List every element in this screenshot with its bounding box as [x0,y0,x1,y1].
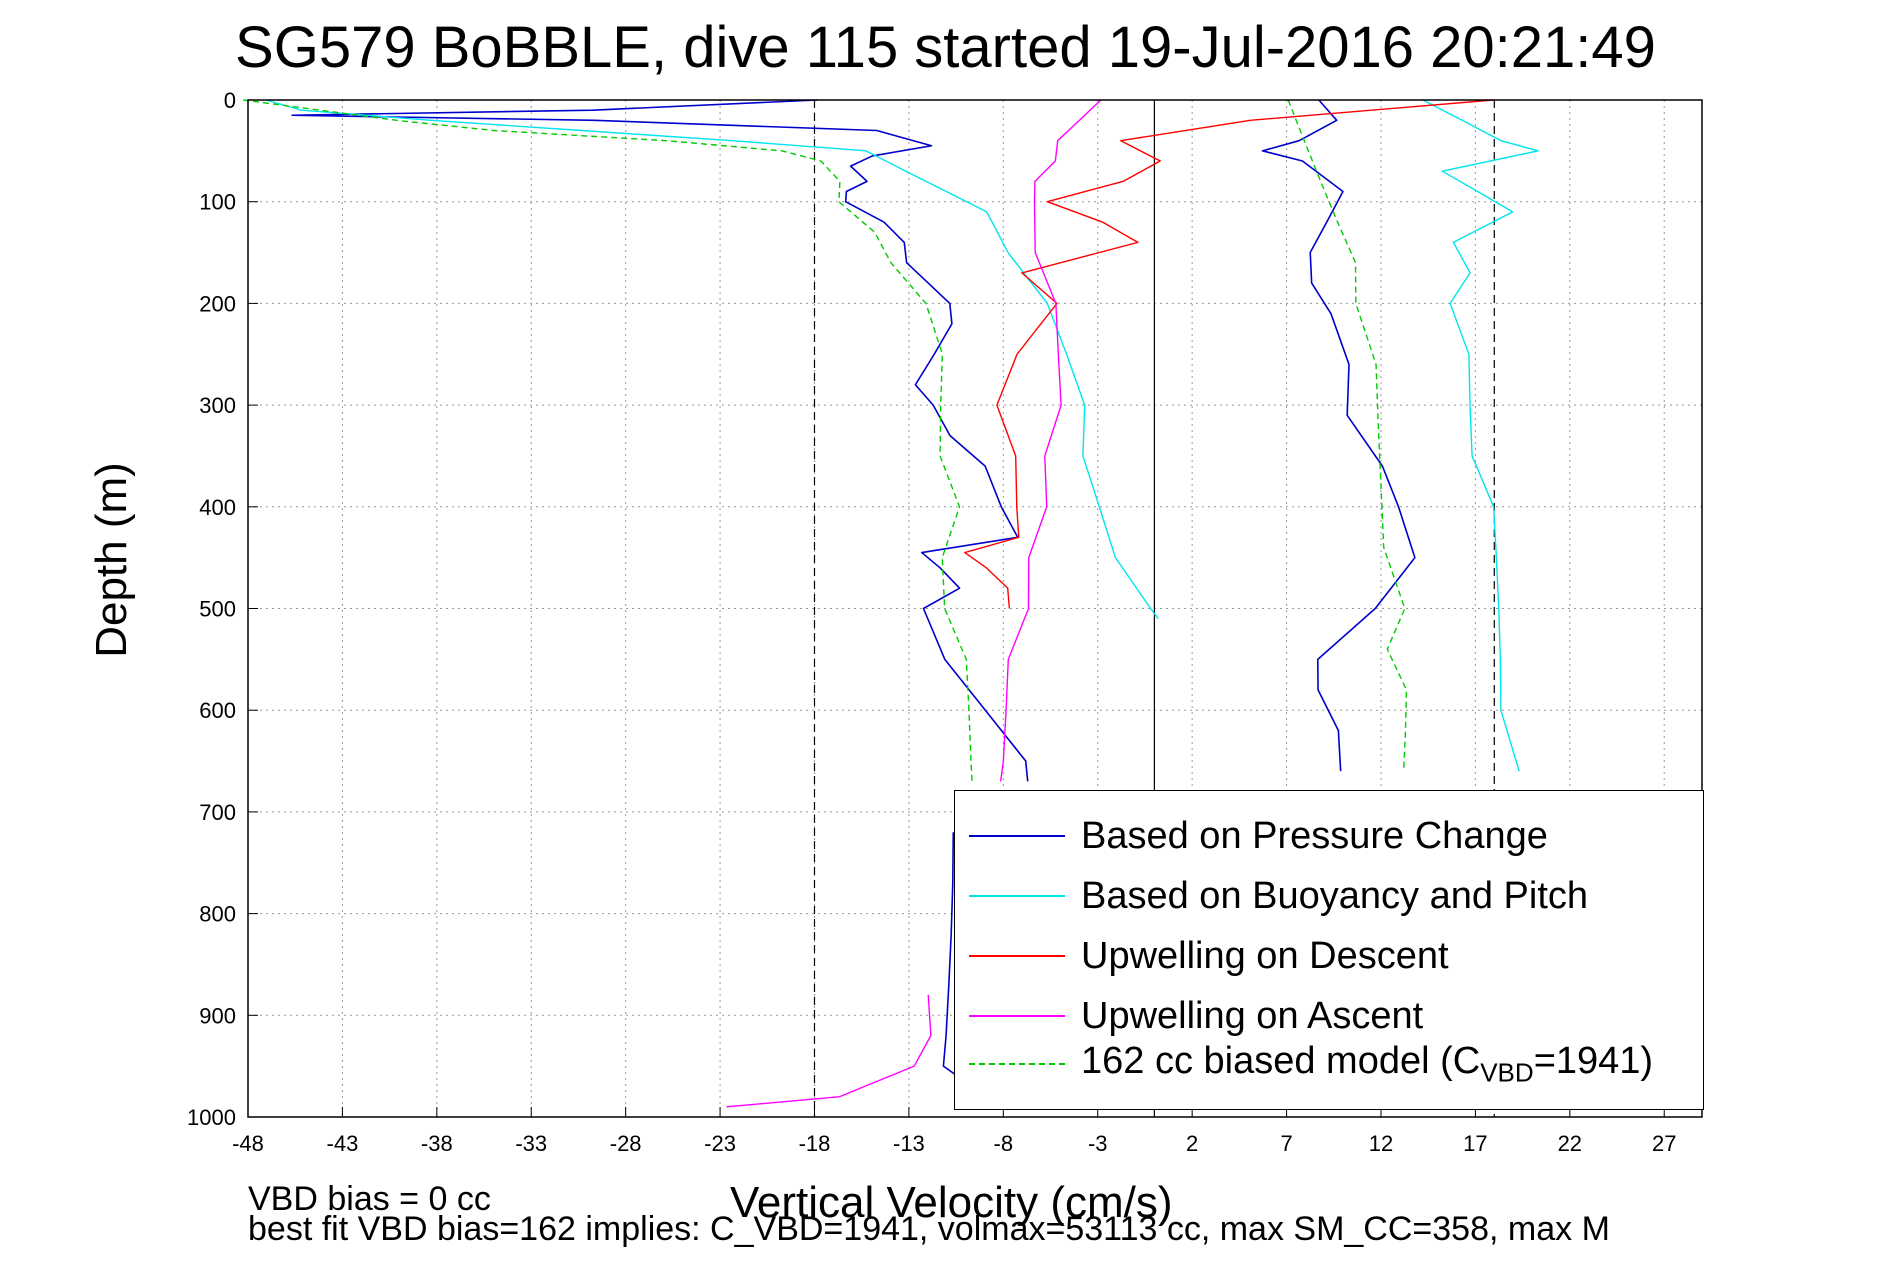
legend-label-descent: Upwelling on Descent [1081,934,1449,977]
series-line-based-on-pressure-change [291,99,1029,782]
legend-label-pressure: Based on Pressure Change [1081,814,1548,857]
legend-item-descent: Upwelling on Descent [969,931,1449,981]
legend-label-ascent: Upwelling on Ascent [1081,994,1424,1037]
y-tick-label: 400 [199,495,236,520]
y-axis-label: Depth (m) [87,462,136,658]
y-tick-label: 700 [199,800,236,825]
legend-swatch-buoyancy [969,895,1065,897]
chart-title: SG579 BoBBLE, dive 115 started 19-Jul-20… [235,15,1656,80]
y-tick-label: 600 [199,698,236,723]
legend-swatch-ascent [969,1015,1065,1017]
x-tick-label: 7 [1280,1131,1292,1156]
x-tick-label: 22 [1558,1131,1582,1156]
legend-label-model: 162 cc biased model (CVBD=1941) [1081,1039,1654,1088]
x-tick-label: -23 [704,1131,736,1156]
x-tick-label: -18 [799,1131,831,1156]
y-tick-label: 800 [199,902,236,927]
legend-label-buoyancy: Based on Buoyancy and Pitch [1081,874,1589,917]
x-tick-label: -33 [515,1131,547,1156]
legend-swatch-descent [969,955,1065,957]
legend-swatch-pressure [969,835,1065,837]
series-line-upwelling-on-ascent [999,99,1102,782]
series-line-upwelling-on-ascent [726,994,932,1108]
footer-best-fit: best fit VBD bias=162 implies: C_VBD=194… [248,1210,1610,1248]
series-line-162-cc-biased-model-cvbd-1941 [1287,99,1408,772]
series-line-upwelling-on-descent [964,99,1494,609]
footer-vbd-bias: VBD bias = 0 cc [248,1180,491,1218]
legend-item-ascent: Upwelling on Ascent [969,991,1423,1041]
y-tick-label: 500 [199,597,236,622]
x-tick-label: -28 [610,1131,642,1156]
series-line-based-on-pressure-change [1261,99,1416,772]
y-tick-label: 100 [199,190,236,215]
y-tick-label: 200 [199,291,236,316]
series-line-based-on-buoyancy-and-pitch [265,99,1159,620]
y-tick-label: 0 [224,88,236,113]
series-line-based-on-buoyancy-and-pitch [1422,99,1539,772]
x-tick-label: -48 [232,1131,264,1156]
x-tick-label: -38 [421,1131,453,1156]
x-tick-label: -13 [893,1131,925,1156]
x-tick-label: -3 [1088,1131,1108,1156]
y-tick-label: 300 [199,393,236,418]
legend-item-model: 162 cc biased model (CVBD=1941) [969,1039,1653,1089]
series-line-162-cc-biased-model-cvbd-1941 [243,99,973,782]
x-axis-label: Vertical Velocity (cm/s) [730,1178,1173,1227]
x-tick-label: 2 [1186,1131,1198,1156]
x-tick-label: 17 [1463,1131,1487,1156]
y-tick-label: 1000 [187,1105,236,1130]
legend-item-buoyancy: Based on Buoyancy and Pitch [969,871,1588,921]
x-tick-label: -43 [327,1131,359,1156]
x-tick-label: 27 [1652,1131,1676,1156]
y-tick-label: 900 [199,1003,236,1028]
legend-swatch-model [969,1063,1065,1065]
x-tick-label: -8 [994,1131,1014,1156]
legend: Based on Pressure Change Based on Buoyan… [954,790,1704,1110]
x-tick-label: 12 [1369,1131,1393,1156]
legend-item-pressure: Based on Pressure Change [969,811,1548,861]
